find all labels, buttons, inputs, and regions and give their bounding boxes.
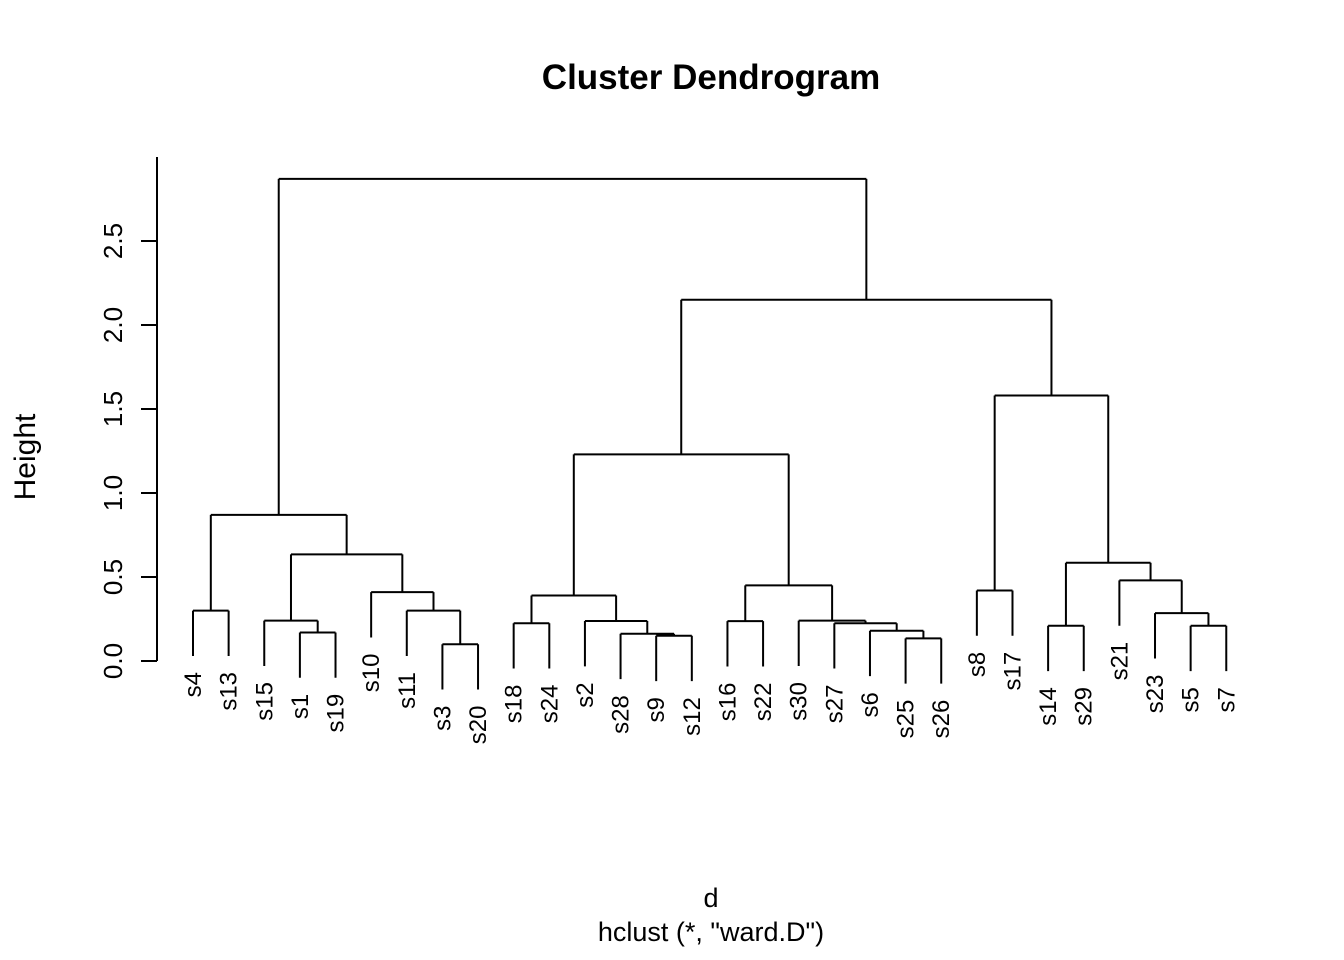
x-caption-method: hclust (*, "ward.D") <box>598 917 824 947</box>
dendrogram-links <box>192 177 1228 690</box>
leaf-label: s19 <box>323 694 350 733</box>
y-axis-label: Height <box>9 413 42 500</box>
leaf-label: s26 <box>928 700 955 739</box>
leaf-label: s9 <box>643 697 670 722</box>
leaf-label: s21 <box>1106 642 1133 681</box>
leaf-label: s17 <box>999 652 1026 691</box>
leaf-label: s1 <box>287 694 314 719</box>
leaf-label: s6 <box>857 692 884 717</box>
leaf-label: s25 <box>893 700 920 739</box>
leaf-label: s4 <box>180 672 207 697</box>
leaf-label: s13 <box>216 672 243 711</box>
leaf-label: s14 <box>1035 687 1062 726</box>
leaf-label: s29 <box>1071 687 1098 726</box>
leaf-label: s16 <box>714 683 741 722</box>
leaf-label: s7 <box>1213 687 1240 712</box>
leaf-label: s11 <box>394 672 421 709</box>
chart-title: Cluster Dendrogram <box>542 58 880 97</box>
y-tick-label: 0.0 <box>98 643 128 679</box>
y-axis <box>141 157 158 662</box>
leaf-label: s10 <box>358 653 385 692</box>
leaf-label: s24 <box>536 685 563 724</box>
leaf-label: s22 <box>750 683 777 722</box>
leaf-label: s8 <box>964 652 991 677</box>
leaf-label: s30 <box>786 682 813 721</box>
leaf-label: s5 <box>1178 687 1205 712</box>
leaf-label: s28 <box>608 695 635 734</box>
leaf-label: s15 <box>251 682 278 721</box>
y-tick-label: 1.0 <box>98 475 128 511</box>
leaf-label: s27 <box>821 685 848 724</box>
y-tick-label: 1.5 <box>98 391 128 427</box>
dendrogram-tree: 0.0 0.5 1.0 1.5 2.0 2.5 s4 s13 s1 s19 s15 s3 s20 s11 s… <box>98 157 1240 744</box>
y-tick-label: 2.5 <box>98 223 128 259</box>
y-tick-label: 2.0 <box>98 307 128 343</box>
leaf-label: s20 <box>465 706 492 745</box>
leaf-label: s12 <box>679 697 706 736</box>
leaf-label: s18 <box>501 685 528 724</box>
leaf-label: s2 <box>572 682 599 707</box>
leaf-label: s3 <box>429 706 456 731</box>
y-tick-label: 0.5 <box>98 559 128 595</box>
leaf-label: s23 <box>1142 674 1169 713</box>
x-caption-data-name: d <box>703 883 718 913</box>
